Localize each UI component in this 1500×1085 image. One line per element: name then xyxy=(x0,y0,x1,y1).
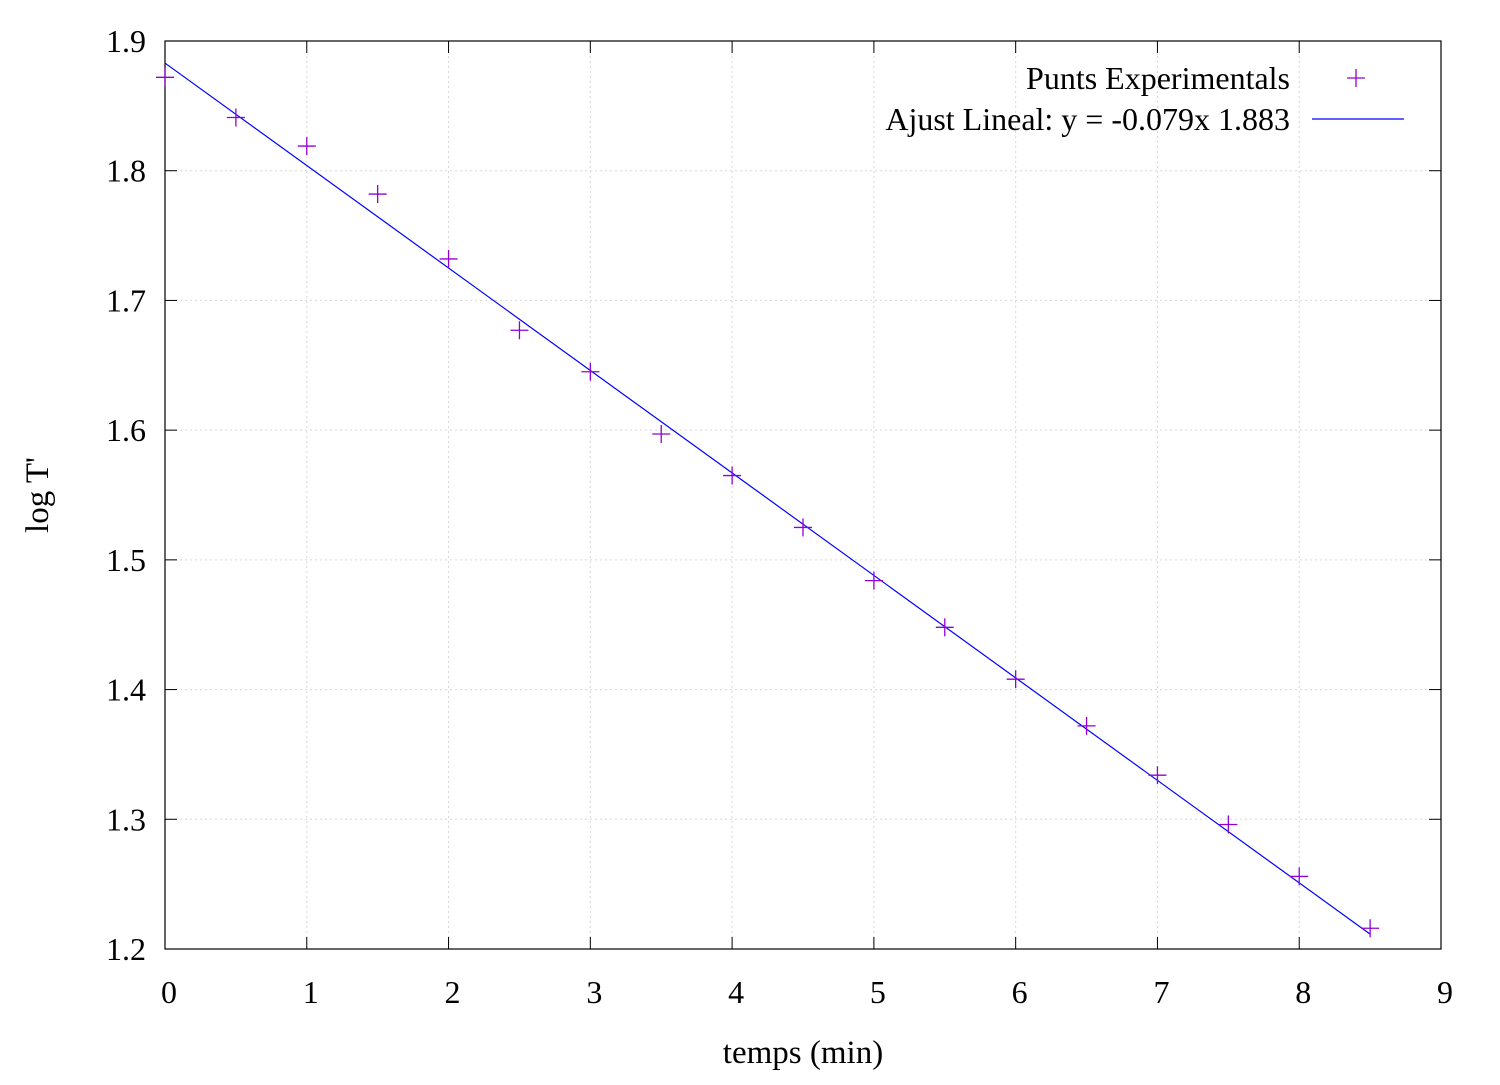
grid xyxy=(165,41,1441,949)
data-point xyxy=(864,571,883,590)
x-tick-label: 6 xyxy=(1012,974,1028,1010)
data-point xyxy=(1148,766,1167,785)
x-tick-label: 5 xyxy=(870,974,886,1010)
data-point xyxy=(368,185,387,204)
y-tick-label: 1.5 xyxy=(106,542,146,578)
y-tick-label: 1.6 xyxy=(106,412,146,448)
data-point xyxy=(723,466,742,485)
fit-line xyxy=(164,62,1371,935)
plot-area xyxy=(156,62,1380,938)
data-point xyxy=(439,249,458,268)
plot-frame xyxy=(164,40,1442,950)
x-tick-label: 1 xyxy=(303,974,319,1010)
x-axis-label: temps (min) xyxy=(723,1035,883,1071)
y-tick-label: 1.4 xyxy=(106,672,146,708)
legend-marker-points xyxy=(1347,69,1365,87)
data-point xyxy=(510,321,529,340)
data-point xyxy=(935,618,954,637)
data-point xyxy=(226,108,245,127)
legend-label-points: Punts Experimentals xyxy=(1026,60,1290,96)
y-tick-label: 1.3 xyxy=(106,801,146,837)
data-point xyxy=(1361,919,1380,938)
y-tick-label: 1.7 xyxy=(106,282,146,318)
data-point xyxy=(652,425,671,444)
legend: Punts Experimentals Ajust Lineal: y = -0.… xyxy=(885,60,1404,137)
y-tick-label: 1.2 xyxy=(106,931,146,967)
x-tick-label: 7 xyxy=(1153,974,1169,1010)
axes: 0 1 2 3 4 5 6 7 8 9 1.2 1.3 1.4 1.5 1.6 1.7 1.8 1.9 xyxy=(106,23,1453,1010)
data-point xyxy=(794,518,812,537)
data-point xyxy=(1077,716,1096,735)
data-point xyxy=(1006,670,1025,689)
x-tick-label: 2 xyxy=(445,974,461,1010)
legend-label-fit: Ajust Lineal: y = -0.079x 1.883 xyxy=(885,101,1290,137)
y-tick-label: 1.9 xyxy=(106,23,146,59)
data-point xyxy=(156,68,174,87)
x-tick-label: 8 xyxy=(1295,974,1311,1010)
y-axis-label: log T' xyxy=(20,457,56,533)
x-tick-label: 4 xyxy=(728,974,744,1010)
data-point xyxy=(297,137,316,156)
x-tick-label: 3 xyxy=(586,974,602,1010)
data-point xyxy=(1219,815,1238,834)
data-point xyxy=(1290,867,1309,886)
data-point xyxy=(581,362,600,381)
x-tick-label: 9 xyxy=(1437,974,1453,1010)
x-tick-label: 0 xyxy=(161,974,177,1010)
y-tick-label: 1.8 xyxy=(106,153,146,189)
